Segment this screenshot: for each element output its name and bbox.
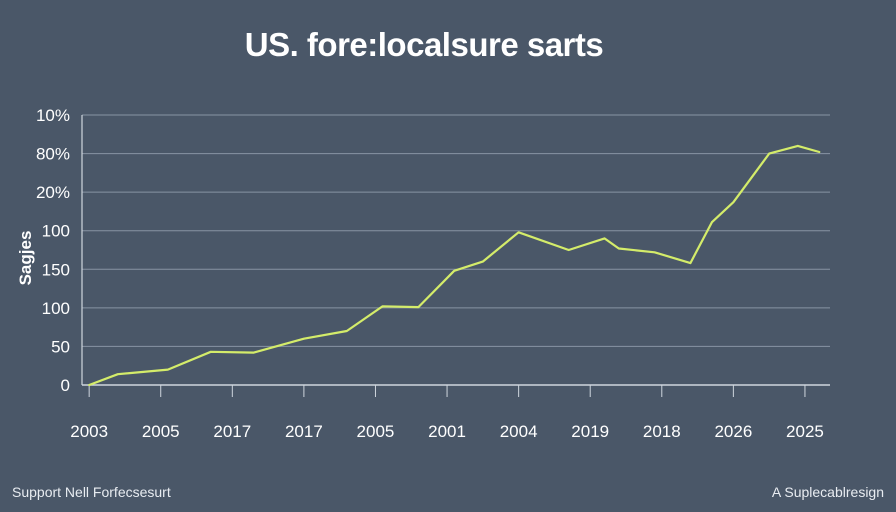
x-tick-label: 2001 — [428, 422, 466, 441]
x-tick-label: 2017 — [213, 422, 251, 441]
chart-title: US. fore:localsure sarts — [244, 26, 604, 63]
y-tick-label: 50 — [51, 337, 70, 356]
x-tick-label: 2005 — [357, 422, 395, 441]
x-tick-label: 2019 — [571, 422, 609, 441]
y-tick-label: 20% — [36, 183, 70, 202]
x-tick-label: 2025 — [786, 422, 824, 441]
x-tick-label: 2026 — [714, 422, 752, 441]
footer-credit: A Suplecablresign — [771, 484, 884, 500]
x-tick-labels: 2003 2005 2017 2017 2005 2001 2004 2019 2018 2026… — [70, 385, 824, 441]
footer-source: Support Nell Forfecsesurt — [12, 484, 171, 500]
y-tick-label: 100 — [42, 222, 70, 241]
series-line — [88, 144, 821, 387]
y-tick-label: 10% — [36, 106, 70, 125]
x-tick-label: 2005 — [142, 422, 180, 441]
y-tick-label: 150 — [42, 260, 70, 279]
y-tick-label: 80% — [36, 145, 70, 164]
y-tick-label: 0 — [61, 376, 70, 395]
x-tick-label: 2004 — [500, 422, 538, 441]
x-tick-label: 2003 — [70, 422, 108, 441]
y-tick-labels: 0 50 100 150 100 20% 80% 10% — [36, 106, 70, 395]
gridlines — [81, 114, 830, 386]
y-tick-label: 100 — [42, 299, 70, 318]
x-tick-label: 2018 — [643, 422, 681, 441]
x-tick-label: 2017 — [285, 422, 323, 441]
series-group — [88, 144, 821, 387]
